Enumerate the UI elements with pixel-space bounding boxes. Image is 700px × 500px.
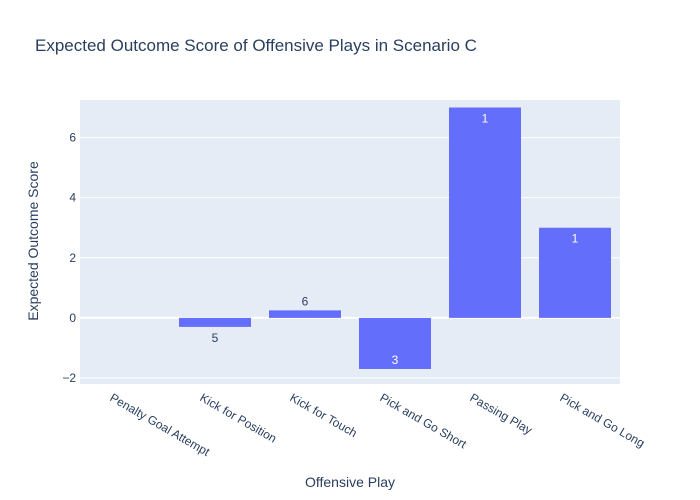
bar xyxy=(449,107,521,318)
y-tick-label: 2 xyxy=(69,251,76,265)
bar-data-label: 3 xyxy=(392,353,399,367)
bar xyxy=(269,310,341,318)
x-axis-label: Offensive Play xyxy=(305,474,395,490)
bar xyxy=(539,227,611,318)
y-tick-label: 6 xyxy=(69,131,76,145)
y-tick-label: 4 xyxy=(69,191,76,205)
plot-background xyxy=(80,100,620,384)
y-axis-label: Expected Outcome Score xyxy=(25,161,41,321)
y-tick-label: 0 xyxy=(69,311,76,325)
bar-data-label: 6 xyxy=(302,294,309,308)
bar xyxy=(359,317,431,369)
bar-data-label: 1 xyxy=(482,112,489,126)
chart-title: Expected Outcome Score of Offensive Play… xyxy=(35,36,477,55)
bar xyxy=(179,317,251,327)
y-tick-label: −2 xyxy=(62,371,76,385)
bar-data-label: 1 xyxy=(572,232,579,246)
bar-data-label: 5 xyxy=(212,331,219,345)
